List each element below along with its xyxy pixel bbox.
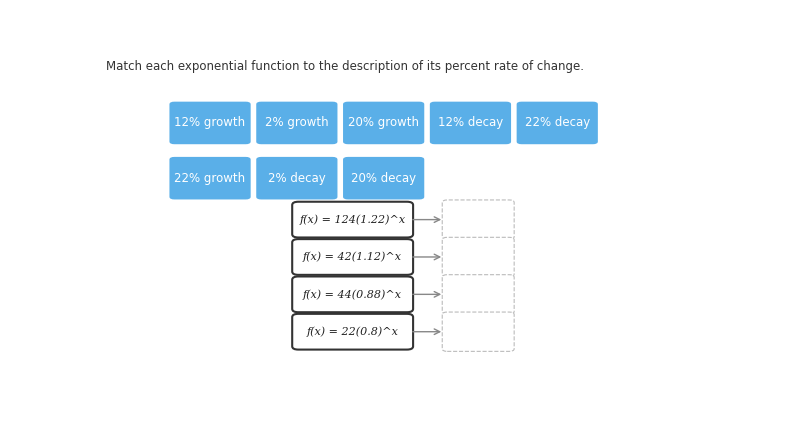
FancyBboxPatch shape [343, 102, 424, 144]
Text: 12% decay: 12% decay [438, 116, 503, 130]
FancyBboxPatch shape [170, 102, 250, 144]
FancyBboxPatch shape [442, 275, 514, 314]
Text: 20% growth: 20% growth [348, 116, 419, 130]
FancyBboxPatch shape [292, 239, 413, 275]
Text: 2% decay: 2% decay [268, 172, 326, 185]
Text: f(x) = 124(1.22)^x: f(x) = 124(1.22)^x [299, 214, 406, 225]
FancyBboxPatch shape [442, 237, 514, 277]
Text: 2% growth: 2% growth [265, 116, 329, 130]
Text: Match each exponential function to the description of its percent rate of change: Match each exponential function to the d… [106, 60, 584, 73]
FancyBboxPatch shape [292, 314, 413, 349]
Text: f(x) = 42(1.12)^x: f(x) = 42(1.12)^x [303, 252, 402, 262]
Text: 12% growth: 12% growth [174, 116, 246, 130]
FancyBboxPatch shape [256, 102, 338, 144]
Text: f(x) = 22(0.8)^x: f(x) = 22(0.8)^x [306, 327, 398, 337]
FancyBboxPatch shape [517, 102, 598, 144]
FancyBboxPatch shape [343, 157, 424, 200]
Text: 20% decay: 20% decay [351, 172, 416, 185]
FancyBboxPatch shape [170, 157, 250, 200]
Text: 22% decay: 22% decay [525, 116, 590, 130]
Text: 22% growth: 22% growth [174, 172, 246, 185]
FancyBboxPatch shape [292, 276, 413, 312]
FancyBboxPatch shape [430, 102, 511, 144]
Text: f(x) = 44(0.88)^x: f(x) = 44(0.88)^x [303, 289, 402, 300]
FancyBboxPatch shape [442, 200, 514, 239]
FancyBboxPatch shape [442, 312, 514, 352]
FancyBboxPatch shape [292, 202, 413, 238]
FancyBboxPatch shape [256, 157, 338, 200]
